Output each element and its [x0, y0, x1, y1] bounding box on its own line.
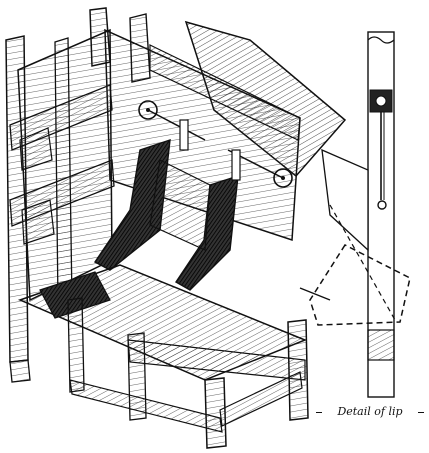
lip-detail-drawing	[299, 31, 411, 398]
base-frame	[9, 264, 309, 449]
gate-mechanism	[138, 100, 293, 188]
lip-detail-caption: Detail of lip	[316, 404, 424, 420]
corner-posts	[5, 7, 151, 363]
